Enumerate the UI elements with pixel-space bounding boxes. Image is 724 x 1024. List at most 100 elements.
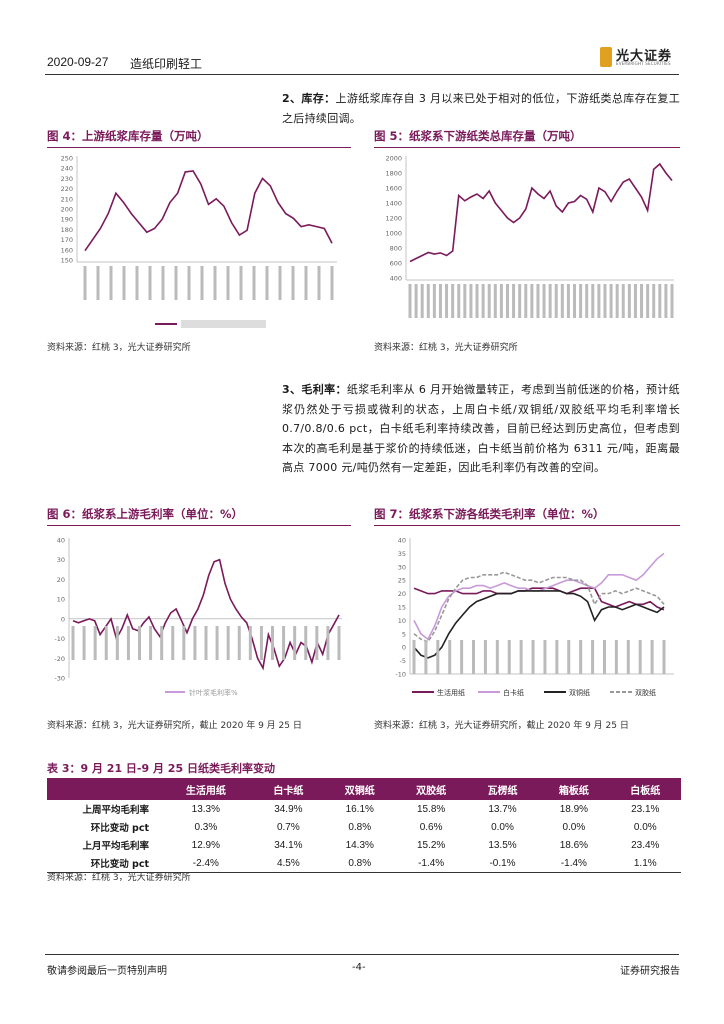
fig6-x-tick-label [326,626,330,660]
fig5-x-tick-label [670,284,674,318]
table-header-cell: 瓦楞纸 [466,778,539,800]
fig6-y-tick-label: 10 [57,596,65,604]
table-cell: 4.5% [276,857,300,869]
fig4-y-tick-label: 180 [61,226,73,234]
fig7-x-tick-label [424,640,428,674]
table-cell: 23.1% [631,803,660,815]
fig5-x-tick-label [646,284,650,318]
report-section: 造纸印刷轻工 [130,57,203,71]
fig7-y-tick-label: 0 [402,644,406,652]
paragraph-text: 上游纸浆库存自 3 月以来已处于相对的低位，下游纸类总库存在复工之后持续回调。 [282,92,681,125]
table-header-cell: 箱板纸 [538,778,610,800]
fig7-series-line [413,571,665,643]
fig6-x-tick-label [82,626,86,660]
fig5-chart: 2000 1800 1600 1400 1200 1000 800 600 400 [385,155,674,318]
fig6-x-tick-label [182,626,186,660]
fig4-x-tick-label [148,266,152,300]
fig4-y-tick-label: 250 [61,155,73,163]
fig7-legend-label: 双胶纸 [635,688,656,697]
fig4-x-tick-label [291,266,295,300]
fig7-x-tick-label [483,640,487,674]
fig7-x-tick-label [638,640,642,674]
fig7-x-tick-label [614,640,618,674]
fig6-x-tick-label [304,626,308,660]
table-cell: 0.6% [419,821,443,833]
fig6-x-tick-label [171,626,175,660]
table-cell: 34.9% [274,803,303,815]
fig4-x-tick-label [122,266,126,300]
row-label: 上月平均毛利率 [82,841,149,852]
fig4-divider [47,147,351,148]
table-cell: 0.0% [562,821,586,833]
table-cell: 18.9% [559,803,589,815]
fig5-x-tick-label [652,284,656,318]
table-cell: 0.7% [276,821,300,833]
footer-divider [45,954,679,955]
fig7-y-tick-label: 25 [398,577,406,585]
fig5-x-tick-label [414,284,418,318]
fig7-x-tick-label [531,640,535,674]
fig5-x-tick-label [560,284,564,318]
logo-mark-icon [600,47,612,67]
fig4-x-tick-label [239,266,243,300]
fig6-x-tick-label [93,626,97,660]
fig5-x-tick-label [591,284,595,318]
fig4-x-tick-label [213,266,217,300]
table-cell: -1.4% [418,857,445,869]
fig4-x-tick-label [174,266,178,300]
fig5-x-tick-label [475,284,479,318]
fig5-x-tick-label [621,284,625,318]
fig7-x-tick-label [436,640,440,674]
company-logo: 光大证券 EVERBRIGHT SECURITIES [600,45,680,71]
table-row: 上周平均毛利率 13.3% 34.9% 16.1% 15.8% 13.7% 18… [47,800,681,818]
fig6-x-tick-label [237,626,241,660]
fig7-x-tick-label [567,640,571,674]
table-cell: 0.0% [491,821,514,833]
fig6-x-tick-label [126,626,130,660]
fig7-x-tick-label [519,640,523,674]
table-cell: 1.1% [633,857,657,869]
fig5-x-tick-label [481,284,485,318]
fig5-x-tick-label [658,284,662,318]
paragraph-text: 纸浆毛利率从 6 月开始微量转正，考虑到当前低迷的价格，预计纸浆仍然处于亏损或微… [282,383,680,474]
table-cell: 14.3% [345,839,374,851]
fig6-x-tick-label [115,626,119,660]
fig7-divider [374,525,680,526]
fig5-x-tick-label [426,284,430,318]
fig4-x-tick-label [304,266,308,300]
footer-disclaimer: 敬请参阅最后一页特别声明 [47,966,167,977]
fig5-x-tick-label [627,284,631,318]
fig6-y-ticks: 40 30 20 10 0 -10 -20 -30 [54,537,65,683]
fig5-x-tick-label [524,284,528,318]
fig7-x-tick-label [543,640,547,674]
table-cell: 0.8% [348,821,372,833]
fig5-x-tick-label [530,284,534,318]
fig7-y-tick-label: 40 [398,537,406,545]
table-header-cell: 白卡纸 [252,778,325,800]
table-header-cell: 白板纸 [609,778,681,800]
fig4-y-tick-label: 220 [61,185,73,193]
fig6-x-tick-label [282,626,286,660]
fig5-y-tick-label: 1200 [385,215,402,223]
fig6-x-tick-label [226,626,230,660]
fig4-x-tick-label [226,266,230,300]
fig7-y-tick-label: 15 [398,604,406,612]
fig5-x-tick-label [566,284,570,318]
fig4-y-tick-label: 170 [61,236,73,244]
paragraph-lead: 3、毛利率： [282,383,347,396]
table-cell: 23.4% [631,839,660,851]
fig4-x-tick-label [200,266,204,300]
table-cell: 34.1% [274,839,303,851]
fig4-x-tick-label [161,266,165,300]
table-row: 上月平均毛利率 12.9% 34.1% 14.3% 15.2% 13.5% 18… [47,836,681,854]
fig4-y-tick-label: 230 [61,175,73,183]
fig5-x-tick-label [664,284,668,318]
table-cell: -2.4% [192,857,219,869]
fig6-source: 资料来源：红桃 3，光大证券研究所，截止 2020 年 9 月 25 日 [47,721,302,731]
fig7-y-tick-label: -10 [395,671,406,679]
logo-subtext: EVERBRIGHT SECURITIES [616,61,671,66]
fig6-x-tick-label [204,626,208,660]
table-cell: 18.6% [559,839,589,851]
fig6-x-tick-label [337,626,341,660]
fig6-y-tick-label: 0 [61,615,65,623]
